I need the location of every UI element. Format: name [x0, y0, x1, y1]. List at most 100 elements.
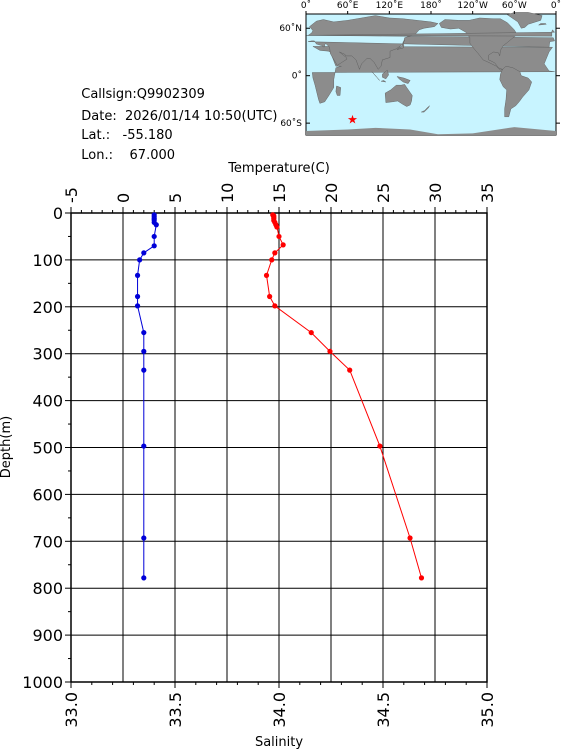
- salinity-data-point: [151, 243, 157, 249]
- callsign-value: Q9902309: [136, 87, 205, 102]
- salinity-axis-label: Salinity: [255, 735, 303, 750]
- location-map: 0˚ 60˚E 120˚E 180˚ 120˚W 60˚W 0˚ 60˚N 0˚ 60˚S ★: [279, 0, 561, 136]
- salinity-tick-label: 34.0: [270, 692, 289, 728]
- depth-tick-label: 500: [32, 439, 63, 458]
- salinity-tick-labels: 33.0 33.5 34.0 34.5 35.0: [62, 692, 497, 728]
- date-value: 2026/01/14 10:50(UTC): [124, 109, 278, 124]
- temperature-tick-label: 35: [478, 183, 497, 203]
- salinity-data-point: [134, 272, 141, 278]
- map-landmass: [371, 71, 380, 81]
- depth-tick-label: 100: [32, 251, 63, 270]
- temperature-data-point: [347, 367, 353, 373]
- lat-value: -55.180: [122, 128, 173, 143]
- temperature-data-point: [274, 224, 280, 230]
- map-landmass: [396, 39, 405, 50]
- date-label: Date:: [81, 109, 117, 124]
- depth-tick-label: 400: [32, 392, 63, 411]
- temperature-tick-label: 0: [114, 193, 133, 203]
- depth-tick-label: 300: [32, 345, 63, 364]
- depth-tick-label: 200: [32, 298, 63, 317]
- map-lon-label: 180˚: [420, 0, 442, 11]
- salinity-data-point: [151, 233, 157, 240]
- map-landmass: [380, 80, 386, 83]
- depth-tick-label: 800: [32, 579, 63, 598]
- map-landmass: [396, 76, 411, 84]
- map-lon-label: 60˚W: [502, 0, 527, 11]
- map-lat-labels: 60˚N 0˚ 60˚S: [279, 23, 302, 129]
- temperature-data-point: [269, 257, 275, 263]
- salinity-data-point: [141, 250, 147, 256]
- salinity-profile-line: [137, 214, 157, 578]
- float-location-star-icon: ★: [347, 112, 358, 126]
- salinity-data-point: [141, 575, 147, 581]
- temperature-data-point: [267, 293, 273, 300]
- map-lon-label: 0˚: [301, 0, 311, 11]
- salinity-data-point: [141, 535, 147, 541]
- map-antarctica: [306, 127, 556, 135]
- temperature-data-point: [407, 535, 413, 541]
- temperature-data-point: [276, 233, 282, 240]
- salinity-data-point: [141, 348, 147, 354]
- map-landmass: [499, 65, 532, 118]
- map-lon-label: 60˚E: [337, 0, 359, 11]
- map-lat-label: 60˚S: [280, 118, 302, 129]
- map-lon-label: 0˚: [551, 0, 561, 11]
- temperature-data-point: [263, 272, 270, 278]
- map-landmass: [506, 12, 543, 29]
- salinity-data-point: [137, 257, 143, 263]
- map-lat-label: 60˚N: [279, 23, 302, 34]
- info-lon: Lon.: 67.000: [73, 133, 175, 163]
- salinity-tick-label: 33.5: [166, 692, 185, 728]
- map-lat-label: 0˚: [292, 71, 302, 82]
- info-date: Date: 2026/01/14 10:50(UTC): [73, 94, 277, 124]
- temperature-tick-label: 20: [322, 183, 341, 203]
- series-layer: [134, 212, 425, 581]
- salinity-data-point: [134, 303, 141, 309]
- temperature-profile-line: [266, 214, 422, 579]
- map-landmass: [421, 105, 430, 113]
- salinity-data-point: [141, 329, 147, 336]
- depth-tick-label: 600: [32, 485, 63, 504]
- minor-ticks: [65, 207, 488, 688]
- map-landmass: [537, 23, 547, 26]
- salinity-tick-label: 35.0: [478, 692, 497, 728]
- depth-tick-label: 900: [32, 626, 63, 645]
- temperature-data-point: [272, 303, 278, 309]
- temperature-data-point: [418, 575, 425, 581]
- temperature-tick-label: 5: [166, 193, 185, 203]
- map-landmass: [439, 17, 518, 71]
- temperature-tick-label: 30: [426, 183, 445, 203]
- temperature-data-point: [280, 242, 286, 248]
- salinity-data-point: [153, 222, 159, 228]
- temperature-tick-label: 10: [218, 183, 237, 203]
- lon-value: 67.000: [129, 148, 176, 163]
- temperature-data-point: [272, 250, 278, 256]
- temperature-data-point: [327, 348, 333, 354]
- map-landmass: [384, 84, 413, 107]
- temperature-tick-label: 15: [270, 183, 289, 203]
- temperature-tick-label: 25: [374, 183, 393, 203]
- salinity-tick-label: 34.5: [374, 692, 393, 728]
- info-lat: Lat.: -55.180: [73, 113, 173, 143]
- map-lon-label: 120˚W: [457, 0, 488, 11]
- salinity-tick-label: 33.0: [62, 692, 81, 728]
- map-landmass: [307, 15, 555, 70]
- salinity-data-point: [134, 293, 141, 300]
- plot-grid: [70, 212, 488, 683]
- temperature-tick-label: -5: [62, 187, 81, 203]
- lat-label: Lat.:: [81, 128, 111, 143]
- callsign-label: Callsign:: [81, 87, 137, 102]
- map-landmass: [382, 69, 389, 80]
- map-land: [306, 12, 556, 135]
- depth-tick-label: 1000: [22, 673, 63, 692]
- depth-tick-label: 700: [32, 532, 63, 551]
- depth-axis-label: Depth(m): [0, 416, 14, 478]
- depth-tick-label: 0: [53, 204, 63, 223]
- salinity-data-point: [141, 367, 147, 373]
- info-callsign: Callsign:Q9902309: [73, 72, 205, 102]
- map-landmass: [306, 29, 556, 37]
- salinity-data-point: [141, 443, 147, 449]
- map-lon-label: 120˚E: [376, 0, 404, 11]
- temperature-axis-label: Temperature(C): [227, 161, 330, 176]
